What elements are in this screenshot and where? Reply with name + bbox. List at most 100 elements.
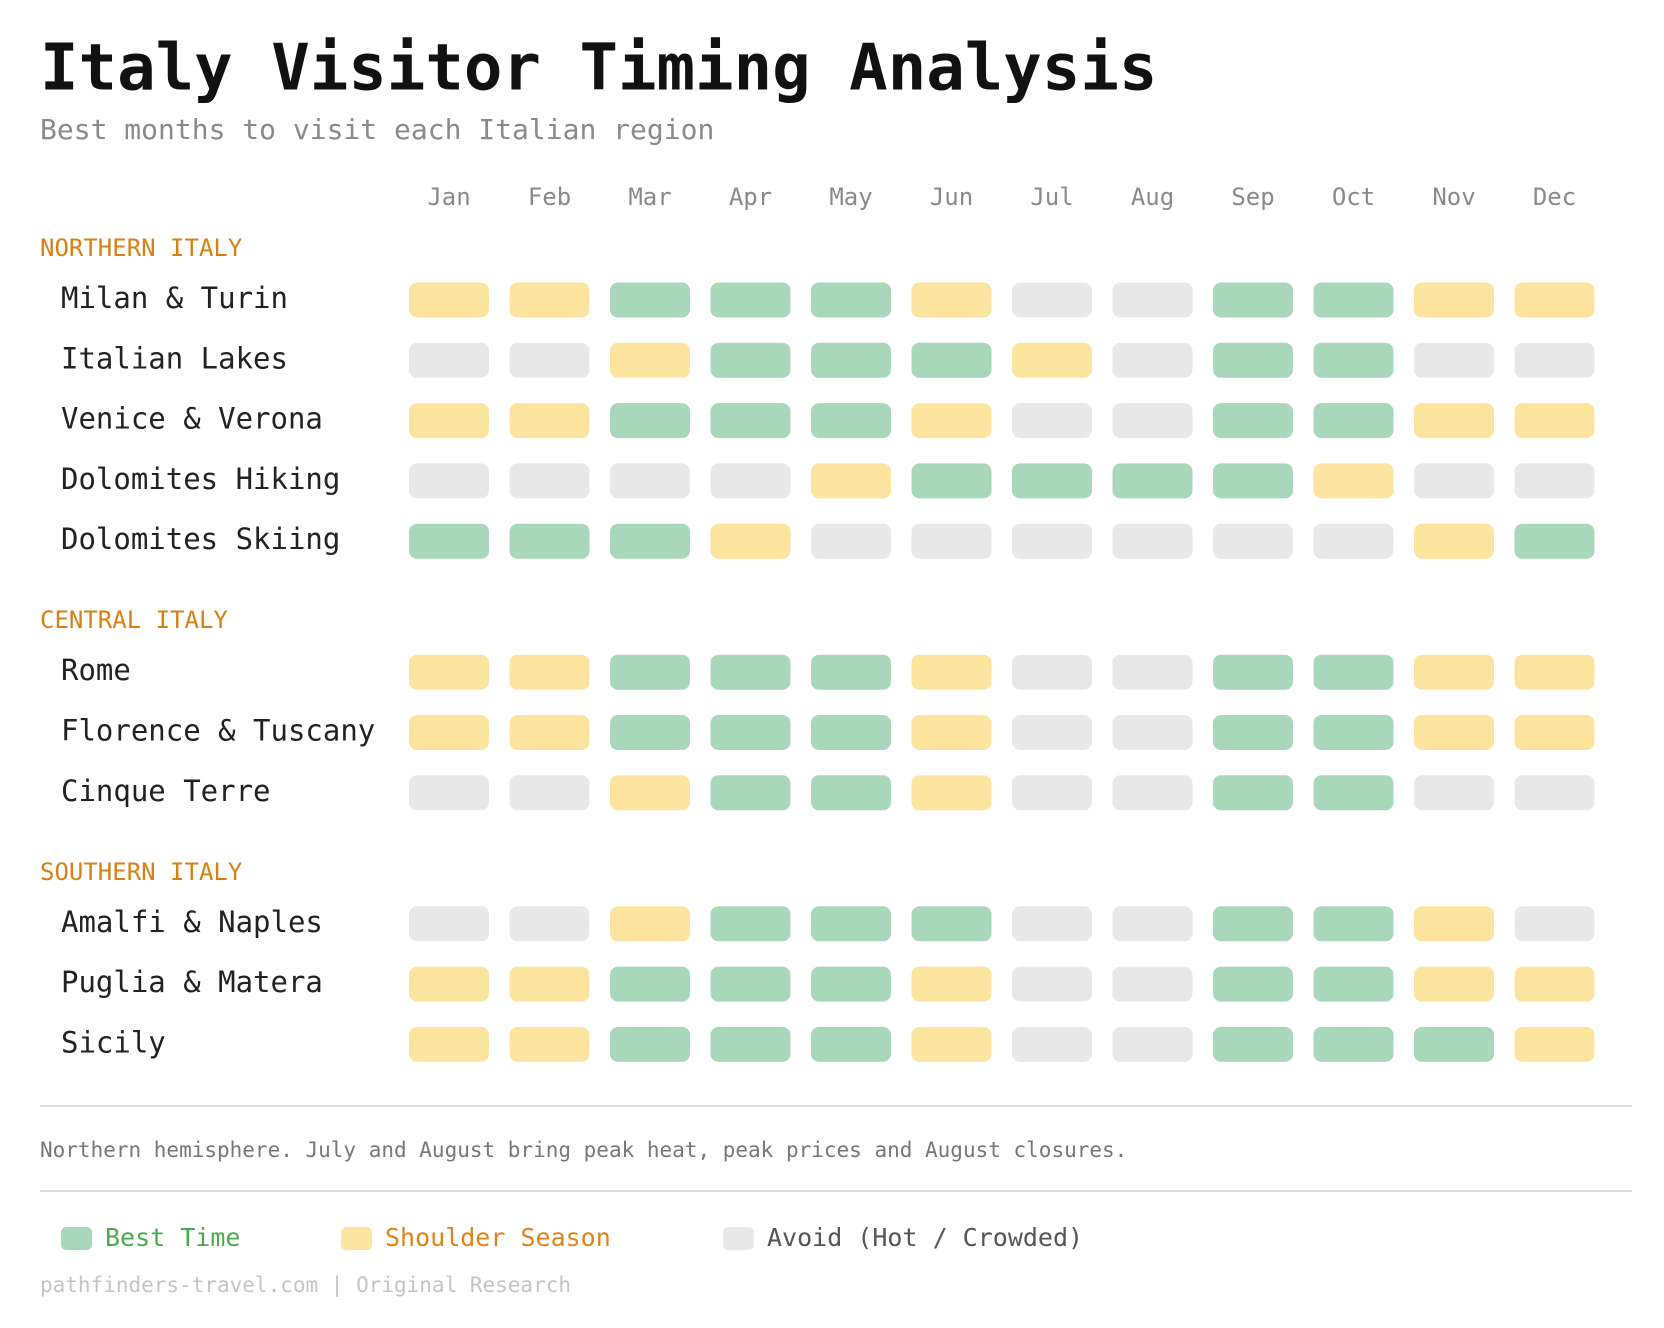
cell [409, 403, 489, 439]
cell [811, 342, 891, 378]
cell [409, 1026, 489, 1062]
cell [610, 282, 690, 318]
row-label: Rome [61, 653, 131, 687]
month-label: Dec [1533, 183, 1576, 211]
cell [1313, 463, 1394, 499]
cell [710, 906, 791, 942]
cell [1414, 282, 1494, 318]
cell [811, 775, 891, 811]
cell [409, 342, 489, 378]
cell [1012, 342, 1092, 378]
cell [1313, 775, 1394, 811]
cell [911, 715, 992, 750]
cell [1514, 342, 1595, 378]
cell [710, 775, 791, 811]
group-label: CENTRAL ITALY [40, 606, 228, 634]
cell [1313, 715, 1394, 750]
legend-label: Avoid (Hot / Crowded) [767, 1223, 1083, 1252]
cell [610, 463, 690, 499]
cell [1012, 715, 1092, 750]
cell [710, 966, 791, 1002]
cell [509, 282, 590, 318]
cell [1012, 775, 1092, 811]
cell [1514, 1026, 1595, 1062]
cell [1414, 403, 1494, 439]
row-label: Dolomites Hiking [61, 462, 340, 496]
cell [509, 342, 590, 378]
cell [1414, 715, 1494, 750]
cell [710, 463, 791, 499]
cell [409, 715, 489, 750]
cell [1112, 966, 1193, 1002]
cell [610, 654, 690, 690]
group-label: SOUTHERN ITALY [40, 858, 243, 886]
row-label: Florence & Tuscany [61, 714, 375, 748]
cell [1213, 654, 1293, 690]
cell [1514, 403, 1595, 439]
month-label: Jul [1030, 183, 1073, 211]
cell [409, 654, 489, 690]
cell [610, 775, 690, 811]
cell [811, 906, 891, 942]
cell [509, 403, 590, 439]
cell [911, 403, 992, 439]
cell [1514, 282, 1595, 318]
cell [1313, 966, 1394, 1002]
cell [1112, 523, 1193, 559]
cell [1213, 463, 1293, 499]
cell [1112, 715, 1193, 750]
month-label: May [829, 183, 872, 211]
cell [1112, 654, 1193, 690]
month-label: Feb [528, 183, 571, 211]
cell [1112, 282, 1193, 318]
cell [1112, 463, 1193, 499]
cell [1414, 523, 1494, 559]
cell [1112, 906, 1193, 942]
cell [710, 654, 791, 690]
row-label: Puglia & Matera [61, 965, 323, 999]
cell [911, 775, 992, 811]
month-label: Sep [1231, 183, 1274, 211]
cell [1213, 1026, 1293, 1062]
cell [610, 1026, 690, 1062]
cell [1213, 715, 1293, 750]
cell [509, 775, 590, 811]
cell [610, 906, 690, 942]
cell [1213, 775, 1293, 811]
cell [1514, 654, 1595, 690]
cell [1213, 282, 1293, 318]
cell [1514, 906, 1595, 942]
cell [1313, 342, 1394, 378]
legend-swatch [341, 1227, 372, 1250]
cell [409, 463, 489, 499]
cell [1213, 523, 1293, 559]
cell [1012, 403, 1092, 439]
month-label: Nov [1432, 183, 1475, 211]
cell [610, 966, 690, 1002]
footnote: Northern hemisphere. July and August bri… [40, 1138, 1127, 1162]
month-label: Aug [1131, 183, 1174, 211]
row-label: Venice & Verona [61, 402, 323, 436]
cell [710, 715, 791, 750]
cell [1414, 966, 1494, 1002]
cell [1414, 342, 1494, 378]
row-label: Amalfi & Naples [61, 905, 323, 939]
cell [409, 775, 489, 811]
cell [1414, 654, 1494, 690]
month-label: Jun [930, 183, 973, 211]
cell [1213, 906, 1293, 942]
cell [911, 1026, 992, 1062]
cell [1414, 906, 1494, 942]
group-label: NORTHERN ITALY [40, 234, 243, 262]
cell [1112, 342, 1193, 378]
cell [1514, 775, 1595, 811]
legend-swatch [723, 1227, 754, 1250]
cell [1012, 654, 1092, 690]
cell [1012, 463, 1092, 499]
cell [509, 715, 590, 750]
cell [1012, 523, 1092, 559]
cell [811, 463, 891, 499]
legend-swatch [61, 1227, 92, 1250]
cell [1112, 1026, 1193, 1062]
